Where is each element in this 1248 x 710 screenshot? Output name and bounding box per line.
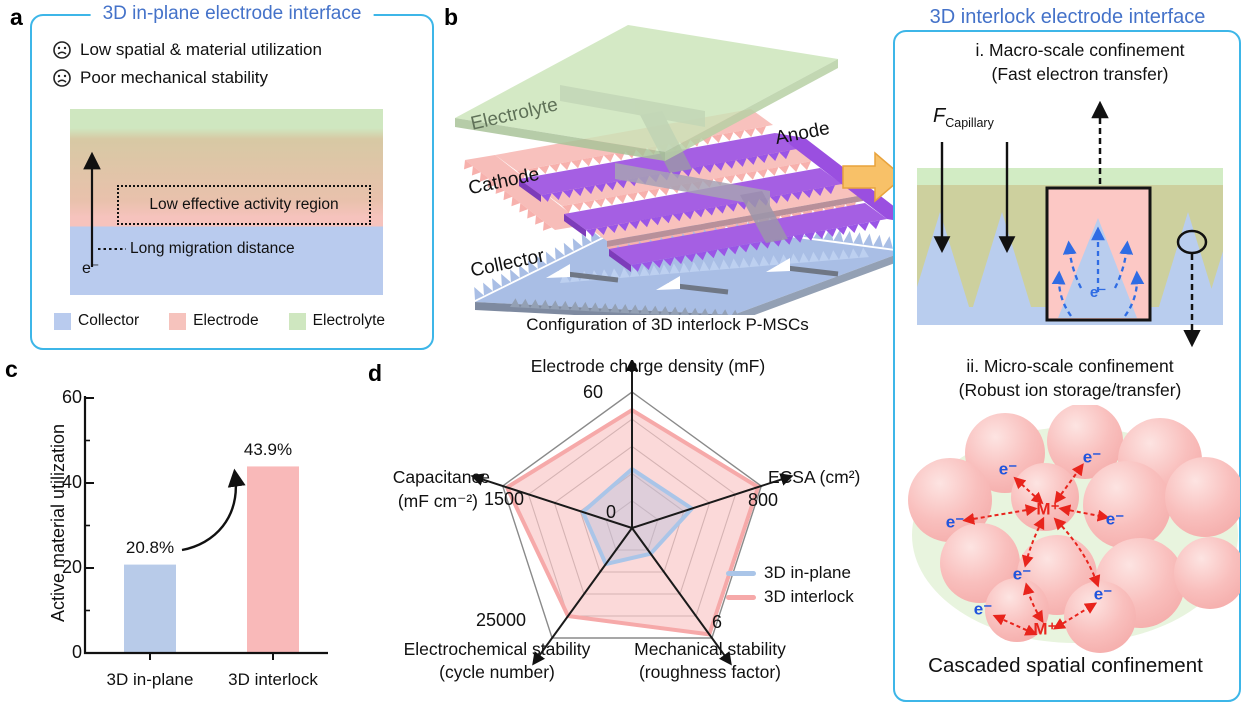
electrode-swatch bbox=[169, 312, 187, 330]
radar-tick-25000: 25000 bbox=[476, 610, 527, 630]
electron-label: e⁻ bbox=[945, 512, 965, 532]
sad-face-icon bbox=[53, 41, 71, 59]
panel-a-letter: a bbox=[10, 4, 23, 30]
radar-axis-label-top: Electrode charge density (mF) bbox=[530, 356, 766, 376]
radar-legend-inplane: 3D in-plane bbox=[726, 563, 851, 583]
macro-confinement-diagram bbox=[917, 100, 1223, 348]
legend-label: Electrolyte bbox=[312, 312, 386, 329]
bar-ytick-60: 60 bbox=[61, 387, 82, 407]
micro-title: ii. Micro-scale confinement bbox=[966, 356, 1174, 376]
radar-center-label: 0 bbox=[606, 502, 617, 522]
radar-axis-label-ecsa: ECSA (cm²) bbox=[768, 467, 861, 487]
panel-a-box: 3D in-plane electrode interface Low spat… bbox=[30, 3, 434, 350]
panel-c-letter: c bbox=[5, 356, 18, 382]
ion-transfer-arrows bbox=[962, 463, 1110, 636]
issue-text: Low spatial & material utilization bbox=[80, 40, 322, 59]
collector-layer bbox=[474, 204, 903, 315]
collector-spike bbox=[972, 212, 1032, 310]
issue-text: Poor mechanical stability bbox=[80, 68, 269, 87]
legend-label: 3D in-plane bbox=[764, 563, 851, 582]
bar-category-1: 3D in-plane bbox=[106, 670, 194, 689]
legend-item-electrode: Electrode bbox=[169, 312, 259, 330]
legend-item-collector: Collector bbox=[54, 312, 139, 330]
radar-axis-label-capacitance-1: Capacitance bbox=[392, 467, 490, 487]
legend-item-electrolyte: Electrolyte bbox=[288, 312, 386, 330]
right-panel-title: 3D interlock electrode interface bbox=[929, 6, 1206, 28]
collector-spike bbox=[917, 212, 970, 310]
radar-axis-label-mechanical-1: Mechanical stability bbox=[634, 639, 786, 659]
panel-b-caption: Configuration of 3D interlock P-MSCs bbox=[526, 315, 809, 334]
issue-row-2: Poor mechanical stability bbox=[52, 68, 268, 88]
radar-tick-60: 60 bbox=[582, 382, 603, 402]
legend-label: Electrode bbox=[193, 312, 259, 329]
issue-row-1: Low spatial & material utilization bbox=[52, 40, 322, 60]
electrolyte-layer bbox=[455, 25, 838, 161]
bar-category-2: 3D interlock bbox=[228, 670, 318, 689]
panel-a-legend: Collector Electrode Electrolyte bbox=[54, 312, 385, 330]
highlighted-spike bbox=[1058, 218, 1137, 318]
bar-ylabel: Active material utilization bbox=[48, 423, 69, 623]
radar-tick-6: 6 bbox=[712, 612, 723, 632]
panel-b-letter: b bbox=[444, 4, 459, 30]
radar-axis-label-electrochemical-2: (cycle number) bbox=[439, 662, 555, 682]
migration-label: Long migration distance bbox=[130, 240, 295, 257]
electron-label: e⁻ bbox=[973, 599, 993, 619]
micro-subtitle: (Robust ion storage/transfer) bbox=[958, 380, 1182, 400]
collector-spike bbox=[1158, 212, 1218, 310]
interlock-3d-illustration bbox=[455, 25, 915, 315]
electron-label: e⁻ bbox=[1012, 564, 1032, 584]
electron-label: e⁻ bbox=[82, 260, 100, 277]
bar-ytick-20: 20 bbox=[61, 557, 82, 577]
sad-face-icon bbox=[53, 69, 71, 87]
stack-annotations bbox=[83, 151, 126, 267]
bar-ytick-0: 0 bbox=[71, 642, 82, 662]
electron-transfer-arrows bbox=[1051, 226, 1145, 317]
radar-axis-label-mechanical-2: (roughness factor) bbox=[638, 662, 781, 682]
radar-chart bbox=[470, 360, 794, 666]
layer-stack: Low effective activity region Long migra… bbox=[70, 109, 383, 295]
interlock-line-swatch bbox=[726, 594, 756, 600]
electron-label: e⁻ bbox=[1105, 509, 1125, 529]
force-subscript: Capillary bbox=[945, 116, 994, 130]
ion-label: M⁺ bbox=[1036, 499, 1060, 519]
legend-label: 3D interlock bbox=[764, 587, 854, 606]
electron-label: e⁻ bbox=[998, 459, 1018, 479]
radar-axis-label-capacitance-2: (mF cm⁻²) bbox=[397, 491, 478, 511]
collector-swatch bbox=[54, 312, 71, 330]
electron-label: e⁻ bbox=[1093, 584, 1113, 604]
macro-title: i. Macro-scale confinement bbox=[975, 40, 1185, 60]
inplane-line-swatch bbox=[726, 570, 756, 576]
activity-region-box: Low effective activity region bbox=[117, 185, 371, 225]
anode-layer bbox=[519, 133, 915, 272]
radar-axis-label-electrochemical-1: Electrochemical stability bbox=[403, 639, 591, 659]
macro-electron-label: e⁻ bbox=[1089, 283, 1107, 301]
radar-tick-1500: 1500 bbox=[484, 489, 525, 509]
ion-label: M⁺ bbox=[1033, 619, 1057, 639]
micro-zoom-circle bbox=[1176, 229, 1208, 255]
transition-arrow-icon bbox=[842, 151, 905, 203]
bar-value-label-2: 43.9% bbox=[243, 440, 293, 459]
micro-confinement-diagram bbox=[908, 405, 1240, 653]
panel-a-title: 3D in-plane electrode interface bbox=[90, 3, 374, 25]
legend-label: Collector bbox=[78, 312, 140, 329]
electrolyte-swatch bbox=[288, 312, 306, 330]
force-symbol: F bbox=[933, 105, 946, 127]
capillary-force-label: FCapillary bbox=[933, 104, 994, 131]
right-panel-caption: Cascaded spatial confinement bbox=[928, 654, 1203, 677]
radar-tick-800: 800 bbox=[748, 490, 779, 510]
electron-label: e⁻ bbox=[1082, 447, 1102, 467]
radar-legend-interlock: 3D interlock bbox=[726, 587, 854, 607]
bar-ytick-40: 40 bbox=[61, 472, 82, 492]
bar-chart bbox=[83, 396, 328, 660]
macro-subtitle: (Fast electron transfer) bbox=[991, 64, 1169, 84]
panel-d-letter: d bbox=[368, 360, 383, 386]
bar-value-label-1: 20.8% bbox=[125, 538, 175, 557]
